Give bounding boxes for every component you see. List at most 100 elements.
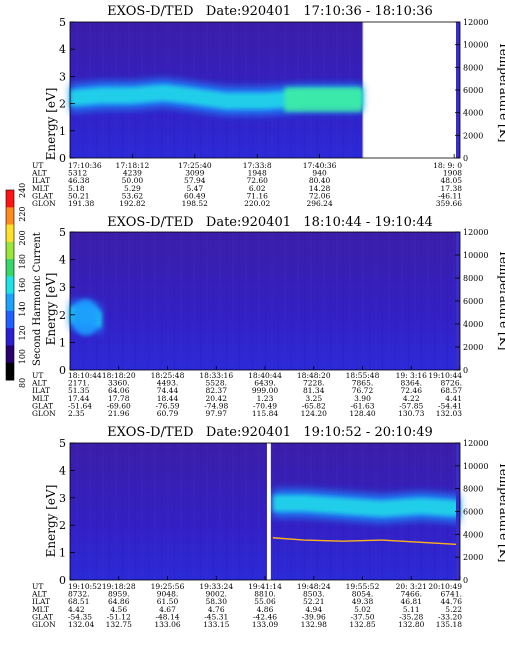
y-tick-label: 1 — [59, 125, 66, 138]
table-cell: 9048. — [157, 590, 178, 599]
spectrogram-stripe — [252, 443, 253, 580]
spectrogram-stripe — [323, 232, 325, 370]
spectrogram-stripe — [128, 232, 130, 370]
table-cell: 132.85 — [349, 620, 375, 629]
table-cell: 359.66 — [436, 199, 462, 208]
spectrogram-stripe — [83, 443, 84, 580]
colorbar-tick-label: 200 — [18, 230, 27, 245]
table-cell: 132.80 — [398, 620, 424, 629]
spectrogram-stripe — [453, 232, 455, 370]
table-cell: 7466. — [401, 590, 422, 599]
table-cell: 115.84 — [252, 409, 278, 418]
panel-3-ylabel: Energy [eV] — [44, 485, 58, 558]
table-row-label: UT — [32, 582, 43, 591]
y2-tick-label: 4000 — [463, 530, 483, 539]
y-tick-label: 5 — [59, 16, 66, 29]
table-cell: 8732. — [68, 590, 89, 599]
spectrogram-stripe — [122, 443, 123, 580]
table-cell: 18:48:20 — [297, 371, 331, 380]
spectrogram-stripe — [408, 232, 409, 370]
spectrogram-stripe — [271, 232, 273, 370]
table-cell: 60.79 — [157, 409, 179, 418]
panel-1-title: EXOS-D/TED Date:920401 17:10:36 - 18:10:… — [107, 4, 433, 19]
table-cell: 1908 — [443, 169, 462, 178]
table-cell: 4493. — [157, 379, 178, 388]
table-cell: 21.96 — [108, 409, 130, 418]
table-cell: 18:10:44 — [68, 371, 102, 380]
table-cell: 6741. — [441, 590, 462, 599]
spectrogram-stripe — [148, 232, 149, 370]
table-cell: 220.02 — [244, 199, 270, 208]
table-cell: 6439. — [254, 379, 275, 388]
spectrogram-stripe — [180, 443, 182, 580]
table-cell: -61.63 — [350, 401, 374, 410]
table-cell: 49.38 — [352, 597, 374, 606]
colorbar-swatch — [6, 362, 14, 381]
table-cell: 8810. — [254, 590, 275, 599]
spectrogram-stripe — [447, 232, 448, 370]
table-cell: 135.18 — [436, 620, 462, 629]
y-tick-label: 2 — [59, 309, 66, 322]
table-row-label: GLON — [32, 409, 56, 418]
colorbar-swatch — [6, 207, 14, 226]
intensity-blob — [71, 299, 100, 336]
spectrogram-stripe — [167, 443, 169, 580]
y2-tick-label: 6000 — [463, 297, 483, 306]
table-cell: 46.81 — [401, 597, 422, 606]
spectrogram-stripe — [362, 232, 364, 370]
table-cell: 52.21 — [303, 597, 324, 606]
table-cell: -69.60 — [107, 401, 131, 410]
spectrogram-stripe — [317, 232, 318, 370]
temperature-line — [272, 537, 461, 546]
y-tick-label: 4 — [59, 254, 66, 267]
colorbar-tick-label: 180 — [18, 254, 27, 269]
table-cell: 50.21 — [68, 191, 89, 200]
spectrogram-stripe — [362, 22, 364, 158]
spectrogram-stripe — [278, 232, 279, 370]
table-cell: 5.29 — [124, 184, 141, 193]
table-cell: 128.40 — [349, 409, 375, 418]
table-cell: 124.20 — [301, 409, 327, 418]
table-cell: -37.50 — [350, 612, 374, 621]
y2-tick-label: 6000 — [463, 508, 483, 517]
table-row-label: GLON — [32, 199, 56, 208]
table-cell: 4.22 — [403, 394, 420, 403]
spectrogram-stripe — [213, 232, 214, 370]
table-cell: -74.98 — [204, 401, 228, 410]
spectrogram-stripe — [388, 232, 390, 370]
spectrogram-stripe — [239, 443, 240, 580]
table-cell: 2171. — [68, 379, 89, 388]
colorbar-swatch — [6, 241, 14, 260]
table-cell: 19:55:52 — [346, 582, 380, 591]
spectrogram-stripe — [245, 443, 247, 580]
panel-1-ylabel: Energy [eV] — [44, 88, 58, 161]
table-cell: 999.00 — [252, 386, 278, 395]
table-row-label: ILAT — [32, 597, 50, 606]
panel-3-heatmap — [70, 443, 461, 580]
table-cell: 18:18:20 — [102, 371, 136, 380]
table-cell: 17.44 — [68, 394, 90, 403]
spectrogram-stripe — [343, 232, 344, 370]
intensity-peak — [284, 87, 363, 112]
spectrogram-stripe — [265, 443, 266, 580]
table-cell: 17:18:12 — [116, 161, 150, 170]
table-cell: 18:33:16 — [199, 371, 233, 380]
colorbar-tick-label: 100 — [18, 349, 27, 364]
y2-tick-label: 2000 — [463, 553, 483, 562]
y-tick-label: 5 — [59, 226, 66, 239]
table-cell: 8726. — [441, 379, 462, 388]
y-tick-label: 4 — [59, 43, 66, 56]
table-cell: 82.37 — [206, 386, 228, 395]
table-cell: 20.42 — [206, 394, 228, 403]
spectrogram-stripe — [330, 232, 331, 370]
spectrogram-stripe — [434, 232, 435, 370]
table-cell: 5.18 — [68, 184, 85, 193]
spectrogram-stripe — [369, 232, 370, 370]
table-cell: 8959. — [108, 590, 129, 599]
table-cell: 60.49 — [184, 191, 206, 200]
table-cell: 7865. — [352, 379, 373, 388]
spectrogram-stripe — [297, 232, 299, 370]
table-cell: 48.05 — [441, 176, 463, 185]
y2-tick-label: 0 — [463, 576, 468, 585]
spectrogram-stripe — [200, 232, 201, 370]
